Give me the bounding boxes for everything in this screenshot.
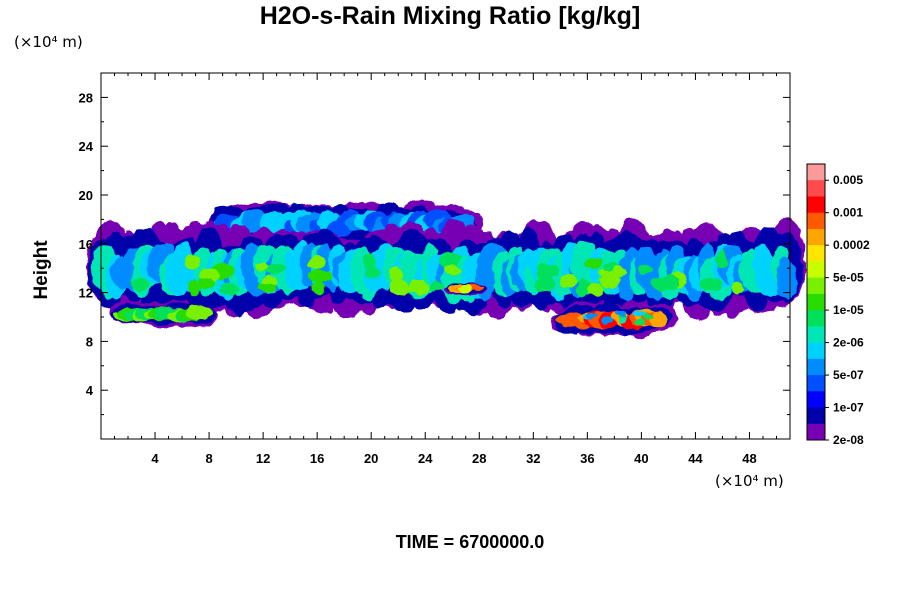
y-tick-label: 28 [79,90,93,105]
field-core [407,280,430,295]
colorbar-label: 2e-06 [833,336,864,350]
field-core [442,265,461,276]
time-label: TIME = 6700000.0 [395,532,545,552]
colorbar-swatch [807,164,825,181]
colorbar-label: 0.0002 [833,238,870,252]
y-tick-label: 24 [79,139,94,154]
colorbar-swatch [807,407,825,425]
colorbar-label: 0.005 [833,173,863,187]
x-tick-label: 44 [688,451,703,466]
field-core-east [586,313,596,320]
colorbar-swatch [807,228,825,246]
colorbar-swatch [807,423,825,441]
x-tick-label: 16 [310,451,324,466]
field-cell [190,306,214,320]
colorbar-frame [806,163,826,441]
x-tick-label: 32 [526,451,540,466]
field-core-east [634,318,645,325]
colorbar-swatch [807,245,825,262]
y-tick-label: 4 [86,383,94,398]
field-core [439,251,461,269]
colorbar-swatch [807,358,825,376]
colorbar-swatch [807,196,825,214]
colorbar-swatch [807,180,825,197]
y-unit-label: (×10⁴ m) [14,33,83,51]
field-core [731,281,744,294]
field-core [364,266,381,279]
x-tick-label: 12 [256,451,270,466]
field-core [537,262,559,279]
field-core [599,273,621,289]
field-core [308,269,332,282]
field-core [257,283,276,293]
field-core [559,273,577,288]
field-core [652,276,674,291]
field-core-east [601,317,613,324]
field-core [220,283,240,296]
field-core [532,277,555,294]
colorbar-label: 1e-05 [833,303,864,317]
field-core [389,278,410,297]
field-core [311,280,325,295]
colorbar-label: 0.001 [833,206,863,220]
field-core [308,255,325,270]
colorbar-swatch [807,293,825,311]
colorbar-label: 5e-07 [833,368,864,382]
y-tick-label: 12 [79,286,93,301]
colorbar-swatch [807,391,825,409]
x-tick-label: 8 [205,451,212,466]
field-core-east [614,310,627,317]
plot-frame [100,72,791,440]
field-peak [459,284,472,293]
field-core [715,250,728,268]
colorbar-swatch [807,277,825,295]
y-tick-label: 16 [79,237,93,252]
colorbar-swatch [807,342,825,360]
x-tick-label: 4 [151,451,159,466]
field-core [188,281,202,297]
colorbar-swatch [807,212,825,230]
colorbar-swatch [807,326,825,344]
colorbar-label: 5e-05 [833,271,864,285]
field-core [184,253,200,271]
field-core [576,279,591,297]
field-cell [776,256,798,300]
x-unit-label: (×10⁴ m) [715,472,784,490]
y-tick-label: 8 [86,334,93,349]
field-core [255,261,269,271]
field-core [389,267,404,281]
field-core-east [632,311,647,318]
field-cell [649,311,668,328]
field-core [430,281,445,292]
field-core [585,257,602,269]
field-core [362,253,378,269]
colorbar-label: 2e-08 [833,433,864,447]
chart-title: H2O-s-Rain Mixing Ratio [kg/kg] [259,2,641,30]
y-tick-label: 20 [79,188,93,203]
field-layer [86,199,806,339]
field-core [131,277,149,291]
x-tick-label: 20 [364,451,378,466]
field-core [638,264,654,275]
x-tick-label: 40 [634,451,648,466]
colorbar-swatch [807,310,825,327]
x-tick-label: 24 [418,451,433,466]
x-tick-label: 28 [472,451,486,466]
x-tick-label: 36 [580,451,594,466]
colorbar: 0.005 0.001 0.0002 5e-05 1e-05 2e-06 5e-07 1e-0… [806,163,870,447]
field-core-east [618,317,628,324]
colorbar-swatch [807,375,825,392]
colorbar-label: 1e-07 [833,401,864,415]
x-tick-label: 48 [742,451,756,466]
field-core [587,282,604,297]
field-core [699,277,722,291]
field-core [197,277,215,289]
field-core [611,266,626,278]
colorbar-swatch [807,261,825,279]
